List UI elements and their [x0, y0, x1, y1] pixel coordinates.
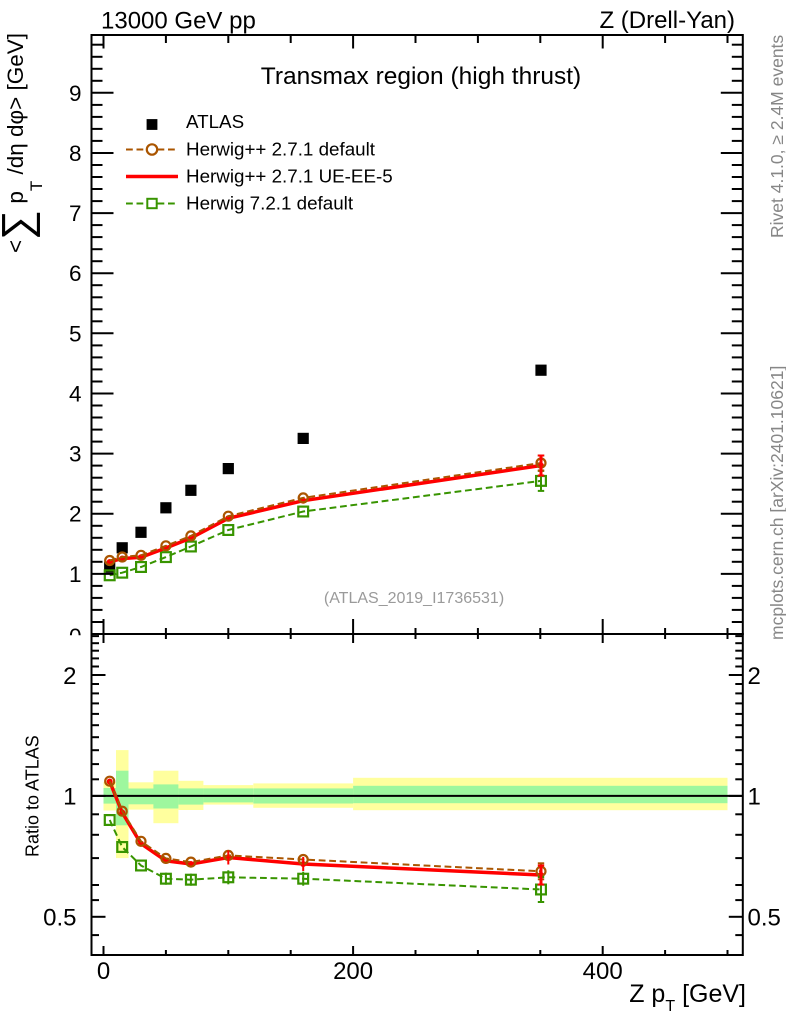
svg-text:<∑ pT /dη dφ> [GeV]: <∑ pT /dη dφ> [GeV]: [0, 33, 46, 253]
svg-text:1: 1: [748, 784, 761, 811]
svg-text:7: 7: [69, 201, 82, 226]
svg-text:0.5: 0.5: [43, 905, 76, 932]
svg-text:Transmax region (high thrust): Transmax region (high thrust): [261, 63, 581, 90]
svg-text:13000 GeV pp: 13000 GeV pp: [101, 8, 256, 35]
svg-text:4: 4: [69, 382, 82, 407]
svg-text:2: 2: [63, 663, 76, 690]
svg-text:0.5: 0.5: [748, 905, 781, 932]
svg-text:9: 9: [69, 81, 82, 106]
svg-text:400: 400: [583, 958, 623, 985]
svg-text:Herwig++ 2.7.1 UE-EE-5: Herwig++ 2.7.1 UE-EE-5: [186, 166, 393, 187]
svg-text:3: 3: [69, 442, 82, 467]
svg-text:ATLAS: ATLAS: [186, 111, 244, 132]
svg-text:0: 0: [97, 958, 110, 985]
svg-text:5: 5: [69, 321, 82, 346]
svg-text:8: 8: [69, 141, 82, 166]
svg-text:1: 1: [63, 784, 76, 811]
svg-text:0: 0: [69, 624, 82, 649]
svg-text:Herwig 7.2.1 default: Herwig 7.2.1 default: [186, 193, 354, 214]
svg-text:1: 1: [69, 562, 82, 587]
svg-text:6: 6: [69, 261, 82, 286]
svg-text:2: 2: [69, 502, 82, 527]
svg-text:Ratio to ATLAS: Ratio to ATLAS: [23, 735, 43, 857]
svg-text:2: 2: [748, 663, 761, 690]
svg-text:Rivet 4.1.0, ≥ 2.4M events: Rivet 4.1.0, ≥ 2.4M events: [767, 35, 786, 238]
svg-text:Z (Drell-Yan): Z (Drell-Yan): [599, 7, 735, 34]
svg-text:(ATLAS_2019_I1736531): (ATLAS_2019_I1736531): [324, 590, 504, 607]
svg-text:200: 200: [333, 958, 373, 985]
svg-text:Herwig++ 2.7.1 default: Herwig++ 2.7.1 default: [186, 139, 376, 160]
svg-text:mcplots.cern.ch [arXiv:2401.10: mcplots.cern.ch [arXiv:2401.10621]: [767, 366, 786, 640]
